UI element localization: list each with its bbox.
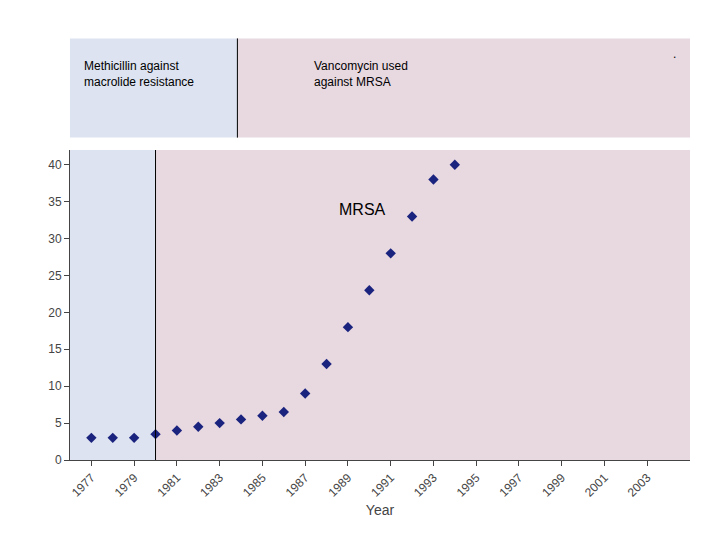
svg-text:1977: 1977 <box>69 471 98 500</box>
svg-text:1997: 1997 <box>497 471 526 500</box>
svg-text:15: 15 <box>48 342 62 356</box>
svg-text:1995: 1995 <box>454 471 483 500</box>
svg-text:2003: 2003 <box>625 471 654 500</box>
svg-text:MRSA: MRSA <box>339 201 386 218</box>
svg-text:1989: 1989 <box>326 471 355 500</box>
svg-text:.: . <box>673 47 676 61</box>
svg-text:40: 40 <box>48 158 62 172</box>
svg-text:Year: Year <box>366 502 395 518</box>
svg-text:1987: 1987 <box>283 471 312 500</box>
svg-text:1993: 1993 <box>411 471 440 500</box>
svg-text:1991: 1991 <box>368 471 397 500</box>
svg-text:25: 25 <box>48 269 62 283</box>
svg-text:1981: 1981 <box>154 471 183 500</box>
svg-text:1983: 1983 <box>197 471 226 500</box>
svg-text:10: 10 <box>48 379 62 393</box>
svg-text:0: 0 <box>55 453 62 467</box>
svg-text:30: 30 <box>48 232 62 246</box>
svg-text:5: 5 <box>55 416 62 430</box>
svg-text:1985: 1985 <box>240 471 269 500</box>
svg-text:1999: 1999 <box>539 471 568 500</box>
svg-text:Methicillin againstmacrolide r: Methicillin againstmacrolide resistance <box>84 59 194 89</box>
svg-text:2001: 2001 <box>582 471 611 500</box>
svg-text:Vancomycin usedagainst MRSA: Vancomycin usedagainst MRSA <box>314 59 408 89</box>
svg-text:1979: 1979 <box>112 471 141 500</box>
svg-text:20: 20 <box>48 306 62 320</box>
svg-text:35: 35 <box>48 195 62 209</box>
